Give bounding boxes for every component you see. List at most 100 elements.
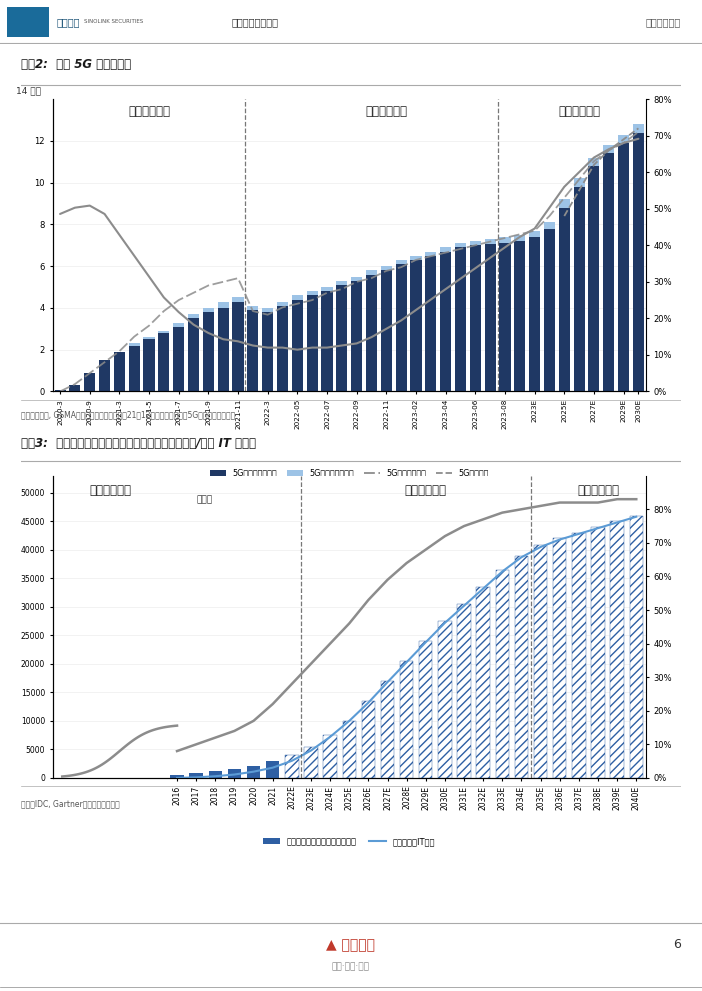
Bar	[470, 241, 481, 391]
Bar	[380, 681, 395, 778]
Bar	[611, 521, 624, 778]
Bar	[262, 312, 273, 391]
Bar	[633, 124, 644, 391]
Text: 来源：工信部, GSMA，国金证券研究所（注：21年12月起，工信部更改5G用户数统计口径）: 来源：工信部, GSMA，国金证券研究所（注：21年12月起，工信部更改5G用户…	[21, 410, 235, 419]
Bar	[7, 7, 49, 37]
Bar	[603, 154, 614, 391]
Bar	[307, 291, 318, 391]
Bar	[69, 385, 81, 391]
Bar	[588, 158, 600, 391]
Text: 图表3:  全球云计算市场渗透率（全球公有云市场收入/全球 IT 支出）: 图表3: 全球云计算市场渗透率（全球公有云市场收入/全球 IT 支出）	[21, 437, 256, 450]
Bar	[351, 276, 362, 391]
Bar	[322, 287, 333, 391]
Bar	[292, 295, 303, 391]
Text: SINOLINK SECURITIES: SINOLINK SECURITIES	[84, 19, 143, 25]
Bar	[218, 308, 229, 391]
Bar	[114, 352, 125, 391]
Bar	[396, 264, 406, 391]
Bar	[203, 312, 214, 391]
Bar	[343, 720, 356, 778]
Bar	[574, 187, 585, 391]
Bar	[529, 237, 540, 391]
Text: 产能驱动阶段: 产能驱动阶段	[405, 485, 446, 497]
Bar	[529, 231, 540, 391]
Bar	[84, 373, 95, 391]
Text: 来源：IDC, Gartner，国金证券研究所: 来源：IDC, Gartner，国金证券研究所	[21, 800, 120, 809]
Bar	[496, 570, 509, 778]
Bar	[227, 769, 241, 778]
Bar	[266, 761, 279, 778]
Text: 扫码获取更多服务: 扫码获取更多服务	[232, 17, 279, 27]
Bar	[400, 661, 413, 778]
Bar	[544, 229, 555, 391]
Bar	[351, 280, 362, 391]
Bar	[458, 604, 471, 778]
Legend: 5G手机终端连接数, 5G移动电话用户数, 5G手机终端占比, 5G用户占比: 5G手机终端连接数, 5G移动电话用户数, 5G手机终端占比, 5G用户占比	[206, 466, 492, 481]
Bar	[366, 271, 377, 391]
Bar	[603, 145, 614, 391]
Bar	[396, 260, 406, 391]
Text: 唯一·权威·专业: 唯一·权威·专业	[332, 962, 370, 972]
Text: 品牌驱动阶段: 品牌驱动阶段	[577, 485, 619, 497]
Bar	[425, 252, 437, 391]
Text: 6: 6	[673, 938, 681, 951]
Bar	[247, 310, 258, 391]
Bar	[553, 538, 567, 778]
Bar	[366, 275, 377, 391]
Bar	[55, 390, 65, 391]
Bar	[419, 641, 432, 778]
Bar	[159, 331, 169, 391]
Bar	[322, 291, 333, 391]
Bar	[362, 701, 375, 778]
Bar	[208, 771, 222, 778]
Bar	[188, 318, 199, 391]
Bar	[173, 322, 184, 391]
Bar	[411, 256, 421, 391]
Bar	[262, 308, 273, 391]
Bar	[285, 755, 298, 778]
Bar	[336, 285, 347, 391]
Bar	[380, 267, 392, 391]
Bar	[143, 337, 154, 391]
Text: 行业年度报告: 行业年度报告	[646, 17, 681, 27]
Bar	[630, 515, 643, 778]
Text: 技术驱动阶段: 技术驱动阶段	[128, 105, 170, 118]
Bar	[484, 244, 496, 391]
Bar	[114, 352, 125, 391]
Bar	[559, 208, 570, 391]
Bar	[203, 308, 214, 391]
Bar	[618, 135, 629, 391]
Bar	[440, 248, 451, 391]
Text: 亿美元: 亿美元	[196, 496, 212, 504]
Bar	[380, 271, 392, 391]
Bar	[477, 587, 490, 778]
Bar	[159, 333, 169, 391]
Bar	[515, 235, 525, 391]
Bar	[55, 390, 65, 391]
Bar	[591, 527, 604, 778]
Bar	[574, 178, 585, 391]
Bar	[247, 306, 258, 391]
Bar	[484, 239, 496, 391]
Text: 国金证券: 国金证券	[56, 17, 79, 27]
Bar	[277, 306, 288, 391]
Bar	[84, 373, 95, 391]
Bar	[173, 327, 184, 391]
Bar	[515, 556, 528, 778]
Bar	[440, 252, 451, 391]
Bar	[470, 246, 481, 391]
Bar	[292, 299, 303, 391]
Bar	[336, 280, 347, 391]
Text: 技术驱动阶段: 技术驱动阶段	[89, 485, 131, 497]
Text: 产能驱动阶段: 产能驱动阶段	[365, 105, 407, 118]
Bar	[171, 775, 184, 778]
Bar	[633, 133, 644, 391]
Bar	[128, 346, 140, 391]
Bar	[232, 297, 244, 391]
Bar	[69, 385, 81, 391]
Bar	[559, 199, 570, 391]
Bar	[534, 545, 548, 778]
Bar	[277, 301, 288, 391]
Bar	[455, 243, 466, 391]
Bar	[572, 533, 585, 778]
